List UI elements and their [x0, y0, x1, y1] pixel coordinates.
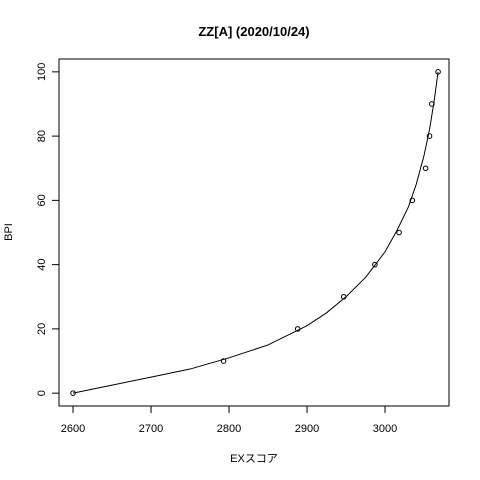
data-point — [422, 165, 429, 172]
x-tick-label: 2900 — [295, 423, 319, 435]
y-tick-label: 20 — [36, 323, 48, 335]
data-points — [70, 69, 441, 396]
fit-curve-line — [72, 71, 439, 394]
plot-frame — [58, 58, 450, 407]
x-tick-label: 2800 — [217, 423, 241, 435]
y-tick-label: 40 — [36, 259, 48, 271]
chart-title: ZZ[A] (2020/10/24) — [198, 24, 309, 39]
data-point — [294, 326, 301, 332]
data-point — [409, 197, 416, 204]
x-axis: 2600 2700 2800 2900 3000 — [61, 405, 397, 435]
x-tick-label: 3000 — [373, 423, 397, 435]
data-point — [396, 229, 402, 236]
y-tick-label: 60 — [36, 194, 48, 206]
y-tick-label: 100 — [36, 63, 48, 81]
data-point — [429, 101, 435, 107]
y-tick-label: 0 — [36, 390, 48, 396]
x-tick-label: 2700 — [139, 423, 163, 435]
x-tick-label: 2600 — [61, 423, 85, 435]
y-axis-label: BPI — [3, 223, 15, 241]
data-point — [372, 261, 378, 268]
data-point — [220, 358, 227, 364]
x-axis-label: EXスコア — [230, 453, 278, 465]
y-tick-label: 80 — [36, 130, 48, 142]
data-point — [426, 133, 433, 139]
y-axis: 0 20 40 60 80 100 — [36, 63, 60, 396]
data-point — [340, 293, 347, 300]
data-point — [70, 390, 76, 396]
data-point — [435, 69, 441, 75]
